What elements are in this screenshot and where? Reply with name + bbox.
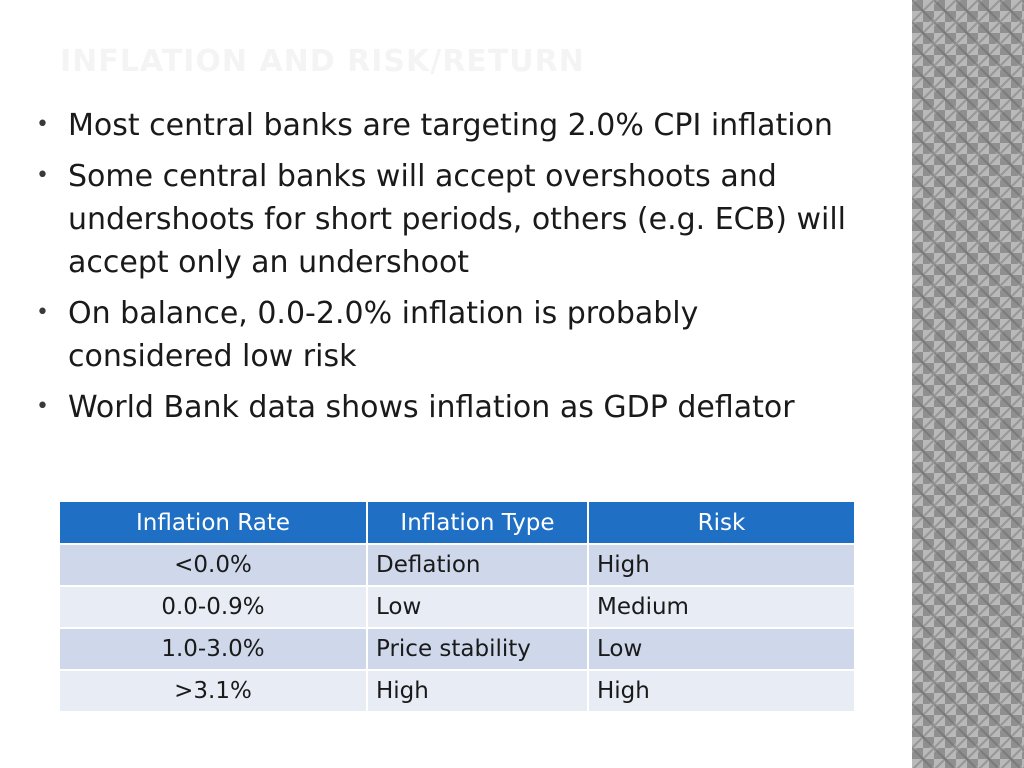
header-inflation-rate: Inflation Rate (60, 502, 368, 545)
bullet-text: On balance, 0.0-2.0% inflation is probab… (68, 296, 699, 374)
table-row: >3.1% High High (60, 670, 854, 713)
bullet-icon: • (36, 394, 49, 419)
bullet-list: • Most central banks are targeting 2.0% … (32, 104, 872, 437)
cell-risk: High (588, 544, 854, 587)
cell-type: Low (367, 586, 589, 629)
bullet-icon: • (36, 163, 49, 188)
bullet-item: • On balance, 0.0-2.0% inflation is prob… (32, 292, 872, 378)
bullet-text: World Bank data shows inflation as GDP d… (68, 390, 795, 425)
cell-type: Deflation (367, 544, 589, 587)
table-row: 0.0-0.9% Low Medium (60, 586, 854, 629)
decorative-side-pattern (912, 0, 1024, 768)
cell-rate: >3.1% (60, 670, 368, 713)
bullet-text: Some central banks will accept overshoot… (68, 159, 846, 280)
table-row: 1.0-3.0% Price stability Low (60, 628, 854, 671)
cell-risk: Low (588, 628, 854, 671)
slide-title: INFLATION AND RISK/RETURN (60, 44, 585, 79)
inflation-risk-table: Inflation Rate Inflation Type Risk <0.0%… (60, 502, 854, 713)
bullet-item: • Some central banks will accept oversho… (32, 155, 872, 284)
bullet-icon: • (36, 112, 49, 137)
table-row: <0.0% Deflation High (60, 544, 854, 587)
bullet-text: Most central banks are targeting 2.0% CP… (68, 108, 833, 143)
bullet-item: • World Bank data shows inflation as GDP… (32, 386, 872, 429)
slide: INFLATION AND RISK/RETURN • Most central… (32, 44, 872, 713)
cell-rate: 0.0-0.9% (60, 586, 368, 629)
cell-type: Price stability (367, 628, 589, 671)
cell-risk: High (588, 670, 854, 713)
cell-risk: Medium (588, 586, 854, 629)
cell-rate: <0.0% (60, 544, 368, 587)
bullet-icon: • (36, 300, 49, 325)
header-risk: Risk (588, 502, 854, 545)
header-inflation-type: Inflation Type (367, 502, 589, 545)
table-header-row: Inflation Rate Inflation Type Risk (60, 502, 854, 545)
bullet-item: • Most central banks are targeting 2.0% … (32, 104, 872, 147)
cell-rate: 1.0-3.0% (60, 628, 368, 671)
cell-type: High (367, 670, 589, 713)
